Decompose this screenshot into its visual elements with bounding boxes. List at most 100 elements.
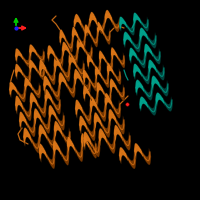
Polygon shape xyxy=(46,149,55,169)
Polygon shape xyxy=(147,32,157,48)
Polygon shape xyxy=(60,146,69,165)
Polygon shape xyxy=(76,59,85,78)
Polygon shape xyxy=(107,63,116,79)
Polygon shape xyxy=(142,148,151,165)
Polygon shape xyxy=(112,99,121,118)
Polygon shape xyxy=(73,14,82,30)
Polygon shape xyxy=(81,133,91,152)
Polygon shape xyxy=(141,68,150,84)
Polygon shape xyxy=(72,27,80,44)
Polygon shape xyxy=(67,137,76,155)
Polygon shape xyxy=(86,122,96,141)
Polygon shape xyxy=(151,76,161,92)
Polygon shape xyxy=(75,100,85,119)
Polygon shape xyxy=(139,96,149,112)
Polygon shape xyxy=(113,68,121,85)
Polygon shape xyxy=(39,60,49,79)
Polygon shape xyxy=(126,20,135,35)
Polygon shape xyxy=(90,90,98,108)
Polygon shape xyxy=(88,139,97,158)
Polygon shape xyxy=(104,93,114,112)
Polygon shape xyxy=(144,44,154,60)
Polygon shape xyxy=(24,78,34,94)
Polygon shape xyxy=(23,128,33,147)
Polygon shape xyxy=(131,36,141,52)
Polygon shape xyxy=(41,114,50,134)
Polygon shape xyxy=(54,121,64,140)
Polygon shape xyxy=(89,74,97,91)
Polygon shape xyxy=(68,53,78,72)
Polygon shape xyxy=(37,98,46,118)
Polygon shape xyxy=(54,56,63,75)
Polygon shape xyxy=(51,82,60,101)
Polygon shape xyxy=(148,60,158,76)
Polygon shape xyxy=(56,111,65,130)
Polygon shape xyxy=(97,22,105,38)
Polygon shape xyxy=(135,80,145,96)
Polygon shape xyxy=(105,55,113,72)
Polygon shape xyxy=(32,82,41,98)
Polygon shape xyxy=(111,47,119,63)
Polygon shape xyxy=(9,82,19,98)
Polygon shape xyxy=(119,147,129,164)
Polygon shape xyxy=(22,52,31,68)
Polygon shape xyxy=(31,134,40,153)
Polygon shape xyxy=(89,12,98,28)
Polygon shape xyxy=(82,75,91,94)
Polygon shape xyxy=(112,16,121,32)
Polygon shape xyxy=(15,48,24,64)
Polygon shape xyxy=(19,112,29,131)
Polygon shape xyxy=(15,96,25,115)
Polygon shape xyxy=(119,17,128,32)
Polygon shape xyxy=(133,13,142,27)
Polygon shape xyxy=(94,112,103,131)
Polygon shape xyxy=(74,142,83,162)
Polygon shape xyxy=(108,109,118,128)
Polygon shape xyxy=(91,138,100,157)
Polygon shape xyxy=(76,38,86,55)
Polygon shape xyxy=(52,95,61,114)
Polygon shape xyxy=(101,118,110,138)
Polygon shape xyxy=(69,46,78,64)
Polygon shape xyxy=(84,44,93,61)
Polygon shape xyxy=(117,84,125,101)
Polygon shape xyxy=(17,86,26,102)
Polygon shape xyxy=(38,124,48,143)
Polygon shape xyxy=(123,32,133,48)
Polygon shape xyxy=(97,17,105,34)
Polygon shape xyxy=(90,96,99,115)
Polygon shape xyxy=(104,10,113,26)
Polygon shape xyxy=(152,48,161,64)
Polygon shape xyxy=(99,50,107,66)
Polygon shape xyxy=(29,44,38,59)
Polygon shape xyxy=(139,28,149,44)
Polygon shape xyxy=(98,128,108,147)
Polygon shape xyxy=(83,132,93,151)
Polygon shape xyxy=(103,28,111,45)
Polygon shape xyxy=(97,102,106,122)
Polygon shape xyxy=(95,66,103,83)
Polygon shape xyxy=(34,108,43,127)
Polygon shape xyxy=(93,58,101,75)
Polygon shape xyxy=(126,151,136,169)
Polygon shape xyxy=(39,144,48,163)
Polygon shape xyxy=(26,118,36,137)
Polygon shape xyxy=(78,32,86,50)
Polygon shape xyxy=(79,116,89,135)
Polygon shape xyxy=(140,16,149,31)
Polygon shape xyxy=(91,30,98,47)
Polygon shape xyxy=(46,130,56,150)
Polygon shape xyxy=(54,50,64,68)
Polygon shape xyxy=(159,80,169,96)
Polygon shape xyxy=(143,84,153,100)
Polygon shape xyxy=(74,69,84,88)
Polygon shape xyxy=(82,106,92,125)
Polygon shape xyxy=(66,78,76,98)
Polygon shape xyxy=(83,69,91,86)
Polygon shape xyxy=(117,52,125,68)
Polygon shape xyxy=(62,42,71,59)
Polygon shape xyxy=(30,92,39,111)
Polygon shape xyxy=(47,45,56,62)
Polygon shape xyxy=(163,96,173,112)
Polygon shape xyxy=(106,134,116,154)
